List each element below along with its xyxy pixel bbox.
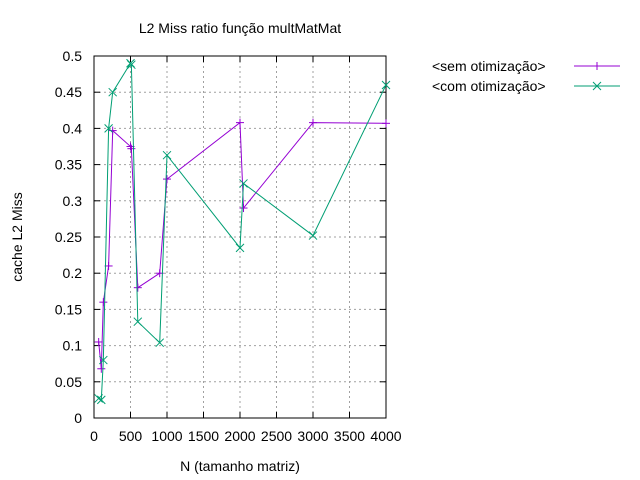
data-point-2	[133, 317, 143, 327]
y-tick-label: 0.05	[55, 374, 82, 390]
data-point-1	[239, 204, 248, 213]
y-axis-ticks: 0 0.05 0.1 0.15 0.2 0.25 0.3 0.35 0.4 0.45 0.5	[55, 48, 386, 426]
legend-marker-2	[592, 81, 602, 91]
x-tick-label: 1500	[188, 428, 219, 444]
y-tick-label: 0.4	[63, 120, 83, 136]
data-point-2	[108, 87, 118, 97]
data-point-1	[133, 283, 142, 292]
data-point-1	[309, 118, 317, 127]
data-point-1	[236, 118, 244, 127]
data-point-1	[97, 364, 106, 373]
data-point-2	[104, 124, 113, 133]
y-tick-label: 0.15	[55, 301, 82, 317]
data-point-2	[98, 355, 108, 365]
x-tick-label: 500	[119, 428, 143, 444]
data-point-2	[162, 150, 172, 160]
data-point-1	[382, 119, 390, 128]
data-point-1	[94, 337, 103, 346]
plot-frame	[93, 55, 387, 419]
legend: <sem otimização> <com otimização>	[432, 58, 620, 94]
x-tick-label: 3000	[297, 428, 328, 444]
legend-marker-1	[593, 62, 601, 70]
y-tick-label: 0.3	[63, 193, 83, 209]
y-axis-label: cache L2 Miss	[9, 192, 25, 281]
x-tick-label: 2000	[224, 428, 255, 444]
data-point-2	[94, 394, 104, 403]
data-point-1	[163, 175, 171, 184]
chart-title: L2 Miss ratio função multMatMat	[139, 20, 341, 36]
x-tick-label: 3500	[334, 428, 365, 444]
x-tick-label: 4000	[370, 428, 401, 444]
y-tick-label: 0.25	[55, 229, 82, 245]
y-tick-label: 0.1	[63, 338, 83, 354]
legend-label-1: <sem otimização>	[432, 58, 546, 74]
y-tick-label: 0.2	[63, 265, 83, 281]
x-tick-label: 2500	[261, 428, 292, 444]
y-tick-label: 0.5	[63, 48, 83, 64]
data-point-1	[108, 126, 117, 135]
data-point-1	[127, 144, 136, 153]
series-layer	[94, 58, 391, 405]
x-tick-label: 1000	[151, 428, 182, 444]
x-axis-label: N (tamanho matriz)	[180, 458, 300, 474]
data-point-2	[96, 395, 106, 405]
series-line-2	[98, 62, 387, 401]
x-tick-label: 0	[90, 428, 98, 444]
data-point-1	[99, 298, 108, 307]
y-tick-label: 0.35	[55, 157, 82, 173]
legend-label-2: <com otimização>	[432, 78, 546, 94]
data-point-2	[308, 231, 318, 240]
data-point-2	[155, 338, 165, 348]
y-tick-label: 0	[74, 410, 82, 426]
y-tick-label: 0.45	[55, 84, 82, 100]
data-point-2	[239, 179, 248, 188]
data-point-2	[127, 60, 136, 70]
data-point-2	[235, 243, 245, 253]
data-point-2	[381, 80, 391, 90]
x-axis-ticks: 0 500 1000 1500 2000 2500 3000 3500 4000	[90, 56, 402, 444]
grid	[94, 56, 386, 418]
